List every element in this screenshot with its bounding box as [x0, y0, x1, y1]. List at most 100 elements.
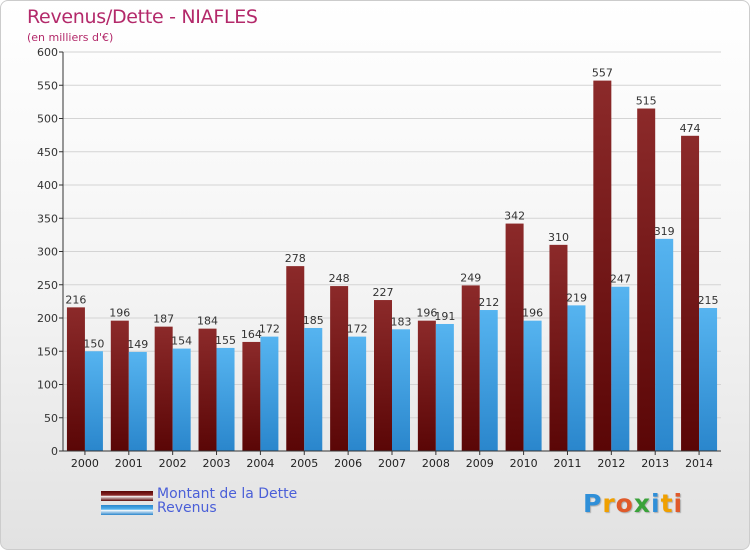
data-label: 196	[522, 307, 543, 320]
bar-revenus	[435, 323, 454, 451]
data-label: 183	[391, 315, 412, 328]
x-tick-label: 2009	[466, 457, 494, 470]
bar-dette	[593, 80, 612, 451]
x-tick-label: 2002	[159, 457, 187, 470]
x-tick-label: 2012	[597, 457, 625, 470]
bar-dette	[505, 223, 524, 451]
data-label: 212	[478, 296, 499, 309]
logo-letter: x	[633, 489, 651, 518]
bar-dette	[417, 320, 436, 451]
proxiti-logo: Proxiti	[583, 489, 683, 518]
data-label: 155	[215, 334, 236, 347]
y-tick-label: 500	[37, 113, 58, 126]
bar-dette	[461, 285, 480, 451]
x-tick-label: 2004	[246, 457, 274, 470]
x-tick-label: 2001	[115, 457, 143, 470]
data-label: 164	[241, 328, 262, 341]
data-label: 342	[504, 210, 525, 223]
data-label: 227	[373, 286, 394, 299]
logo-letter: o	[615, 489, 634, 518]
bar-dette	[154, 326, 173, 451]
data-label: 216	[65, 293, 86, 306]
data-label: 215	[698, 294, 719, 307]
data-label: 310	[548, 231, 569, 244]
x-tick-label: 2003	[203, 457, 231, 470]
y-axis-tick-labels: 0 50 100 150 200 250 300 350 400 450 500 550 600	[37, 46, 58, 458]
data-label: 191	[434, 310, 455, 323]
bar-dette	[374, 300, 392, 451]
x-axis-tick-labels: 2000 2001 2002 2003 2004 2005 2006 2007 2008 2009…	[71, 451, 713, 470]
legend-label-revenus: Revenus	[157, 500, 217, 516]
bar-dette	[330, 286, 349, 451]
chart-subtitle: (en milliers d'€)	[27, 31, 114, 44]
data-label: 219	[566, 291, 587, 304]
y-tick-label: 200	[37, 312, 58, 325]
data-label: 172	[259, 323, 280, 336]
bar-revenus	[479, 310, 498, 451]
y-tick-label: 150	[37, 345, 58, 358]
data-label: 249	[460, 271, 481, 284]
bar-dette	[198, 328, 217, 451]
data-label: 247	[610, 273, 631, 286]
legend-label-dette: Montant de la Dette	[157, 486, 298, 502]
bar-revenus	[84, 351, 103, 451]
chart-title: Revenus/Dette - NIAFLES	[27, 6, 258, 28]
logo-letter: r	[602, 489, 616, 518]
x-tick-label: 2006	[334, 457, 362, 470]
y-tick-label: 100	[37, 379, 58, 392]
data-label: 154	[171, 335, 192, 348]
y-tick-label: 400	[37, 179, 58, 192]
data-label: 557	[592, 67, 613, 80]
data-label: 278	[285, 252, 306, 265]
bar-revenus	[348, 336, 367, 451]
logo-letter: i	[673, 489, 684, 518]
bar-dette	[242, 341, 261, 451]
data-label: 187	[153, 313, 174, 326]
bar-dette	[66, 307, 85, 451]
x-tick-label: 2010	[510, 457, 538, 470]
x-tick-label: 2005	[290, 457, 318, 470]
y-tick-label: 300	[37, 246, 58, 259]
x-tick-label: 2011	[553, 457, 581, 470]
x-tick-label: 2008	[422, 457, 450, 470]
bar-revenus	[655, 238, 674, 451]
data-label: 185	[303, 314, 324, 327]
bar-revenus	[567, 305, 586, 451]
x-tick-label: 2013	[641, 457, 669, 470]
bar-revenus	[523, 320, 542, 451]
y-tick-label: 0	[51, 445, 58, 458]
logo-letter: t	[660, 489, 674, 518]
y-tick-label: 50	[44, 412, 58, 425]
legend-swatch-dette	[101, 491, 153, 501]
bar-revenus	[172, 348, 191, 451]
bar-dette	[110, 320, 129, 451]
data-label: 319	[654, 225, 675, 238]
bar-revenus	[611, 286, 630, 451]
x-tick-label: 2000	[71, 457, 99, 470]
y-tick-label: 550	[37, 79, 58, 92]
bar-dette	[286, 266, 305, 451]
bar-revenus	[392, 329, 410, 451]
y-tick-label: 250	[37, 279, 58, 292]
data-label: 196	[416, 307, 437, 320]
data-label: 150	[83, 337, 104, 350]
data-label: 248	[329, 272, 350, 285]
y-tick-label: 600	[37, 46, 58, 59]
y-tick-label: 350	[37, 212, 58, 225]
bar-revenus	[699, 308, 718, 451]
x-tick-label: 2007	[378, 457, 406, 470]
bars	[66, 80, 718, 452]
data-label: 196	[109, 307, 130, 320]
bar-revenus	[128, 351, 147, 451]
bar-revenus	[260, 336, 279, 451]
bar-revenus	[216, 347, 235, 451]
y-tick-label: 450	[37, 146, 58, 159]
data-label: 184	[197, 315, 218, 328]
data-label: 474	[680, 122, 701, 135]
data-label: 149	[127, 338, 148, 351]
data-label: 515	[636, 95, 657, 108]
bar-revenus	[304, 327, 323, 451]
